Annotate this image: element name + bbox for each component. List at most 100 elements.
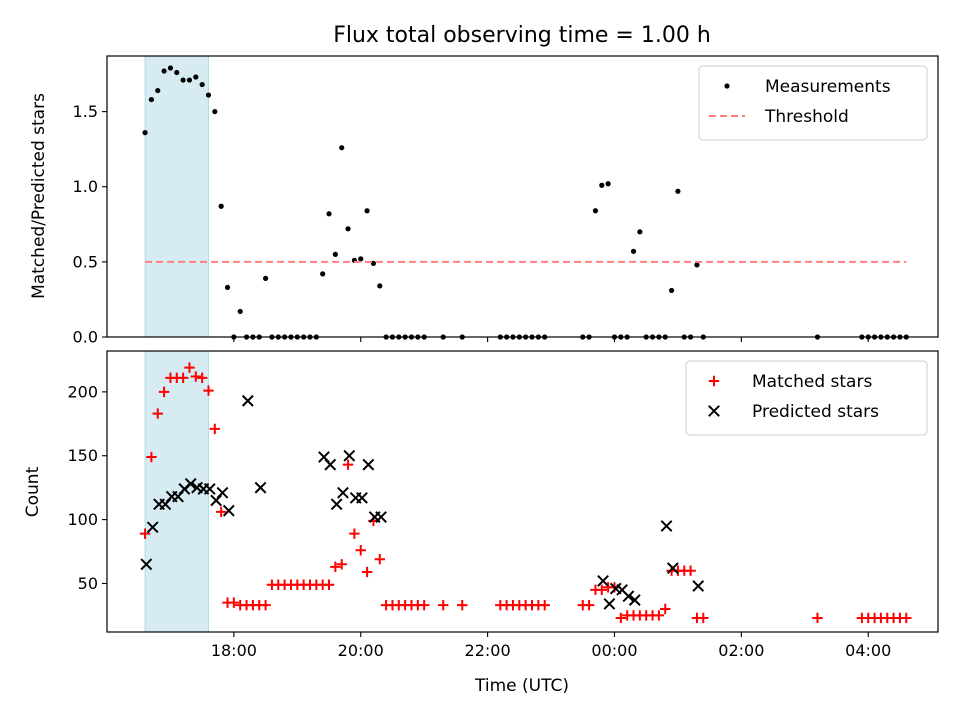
bottom-point-1-22 (356, 491, 368, 504)
top-point-0-10 (205, 92, 212, 98)
bottom-point-1-25 (375, 511, 387, 523)
bottom-point-0-6 (177, 372, 189, 384)
top-point-0-15 (237, 308, 243, 315)
bottom-x-tick-label: 00:00 (591, 641, 637, 660)
bottom-point-0-19 (260, 599, 271, 611)
bottom-point-0-1 (146, 451, 157, 463)
bottom-x-tick-label: 02:00 (718, 641, 764, 660)
bottom-point-0-32 (342, 459, 354, 470)
bottom-panel: 50 100 150 200 18:00 20:00 22:00 00:00 02:00 04:0… (67, 350, 939, 660)
top-point-0-4 (167, 65, 174, 71)
top-point-0-30 (332, 251, 338, 257)
bottom-point-1-33 (666, 562, 679, 575)
top-point-0-28 (320, 271, 326, 277)
top-point-0-57 (592, 208, 599, 214)
bottom-point-0-68 (660, 603, 671, 615)
bottom-point-1-13 (222, 504, 235, 517)
bottom-legend-key-0 (708, 375, 720, 387)
bottom-y-tick-label: 50 (78, 574, 98, 593)
bottom-legend-key-1 (708, 405, 720, 417)
bottom-point-0-44 (418, 599, 430, 611)
top-highlight-span (144, 55, 209, 338)
bottom-x-tick-label: 22:00 (465, 641, 511, 660)
bottom-point-1-1 (146, 521, 159, 534)
bottom-point-0-58 (596, 584, 607, 596)
bottom-series-1 (140, 394, 705, 610)
bottom-point-1-32 (660, 520, 673, 532)
top-point-0-2 (155, 87, 161, 94)
top-point-0-13 (224, 284, 231, 291)
bottom-point-1-10 (203, 483, 216, 495)
top-point-0-32 (345, 226, 351, 232)
bottom-point-1-0 (140, 558, 153, 571)
top-point-0-64 (637, 229, 643, 235)
bottom-point-0-54 (539, 599, 550, 611)
bottom-point-1-12 (216, 486, 229, 499)
bottom-legend: Matched stars Predicted stars (685, 360, 928, 436)
bottom-point-0-11 (209, 423, 221, 435)
bottom-x-tick-label: 18:00 (211, 641, 257, 660)
top-legend: Measurements Threshold (698, 65, 928, 141)
top-y-tick-label: 1.0 (73, 177, 98, 196)
bottom-point-1-30 (622, 590, 635, 603)
bottom-point-1-26 (597, 575, 609, 587)
bottom-point-0-29 (323, 579, 335, 590)
bottom-point-0-83 (901, 612, 912, 624)
top-point-0-70 (675, 188, 681, 194)
bottom-point-0-10 (203, 385, 214, 396)
bottom-x-tick-label: 04:00 (845, 641, 891, 660)
top-point-0-63 (630, 248, 637, 254)
top-point-0-59 (605, 181, 611, 187)
top-point-0-9 (199, 81, 205, 88)
bottom-y-tick-label: 100 (67, 510, 98, 529)
bottom-point-1-27 (603, 597, 616, 610)
top-point-0-0 (142, 130, 148, 136)
bottom-point-1-20 (343, 449, 356, 462)
bottom-point-0-67 (653, 610, 665, 621)
top-point-0-58 (599, 182, 605, 188)
bottom-x-tick-label: 20:00 (338, 641, 384, 660)
bottom-point-0-61 (615, 612, 627, 624)
top-y-axis-label: Matched/Predicted stars (29, 93, 49, 299)
bottom-point-1-14 (241, 394, 254, 407)
bottom-y-tick-label: 200 (67, 382, 98, 401)
top-y-tick-label: 0.5 (73, 252, 98, 271)
bottom-point-0-0 (139, 528, 151, 539)
bottom-legend-label-1: Predicted stars (752, 402, 879, 422)
bottom-y-axis-label: Count (23, 466, 43, 517)
bottom-point-1-31 (628, 594, 641, 606)
bottom-point-0-45 (438, 599, 449, 611)
bottom-point-0-30 (330, 561, 341, 573)
top-axes-frame (106, 55, 939, 338)
bottom-point-0-31 (336, 559, 347, 570)
top-point-0-69 (668, 287, 675, 294)
top-point-0-3 (161, 68, 167, 74)
bottom-point-0-35 (361, 566, 373, 578)
top-point-0-1 (148, 96, 155, 103)
top-point-0-19 (262, 275, 269, 281)
bottom-point-1-17 (324, 458, 337, 471)
chart-title: Flux total observing time = 1.00 h (333, 23, 711, 48)
bottom-point-0-34 (355, 545, 366, 556)
bottom-axes-frame (106, 350, 939, 633)
bottom-point-0-14 (228, 597, 240, 608)
top-point-0-31 (339, 145, 345, 151)
top-point-0-11 (212, 108, 218, 115)
bottom-point-1-15 (254, 481, 267, 494)
bottom-point-1-19 (337, 486, 349, 499)
bottom-legend-label-0: Matched stars (752, 372, 872, 392)
bottom-point-0-37 (374, 553, 385, 565)
bottom-y-tick-label: 150 (67, 446, 98, 465)
top-point-0-7 (186, 77, 193, 83)
bottom-point-0-46 (457, 599, 468, 611)
bottom-point-0-33 (349, 528, 360, 539)
top-y-tick-label: 0.0 (73, 328, 98, 347)
top-panel: 0.0 0.5 1.0 1.5 Measurements Threshold (73, 55, 939, 347)
bottom-point-0-9 (196, 372, 208, 384)
bottom-legend-box (685, 360, 928, 436)
top-legend-key-0 (724, 83, 730, 89)
x-axis-label: Time (UTC) (474, 676, 569, 696)
bottom-point-1-23 (362, 458, 375, 471)
top-point-0-73 (694, 262, 700, 268)
